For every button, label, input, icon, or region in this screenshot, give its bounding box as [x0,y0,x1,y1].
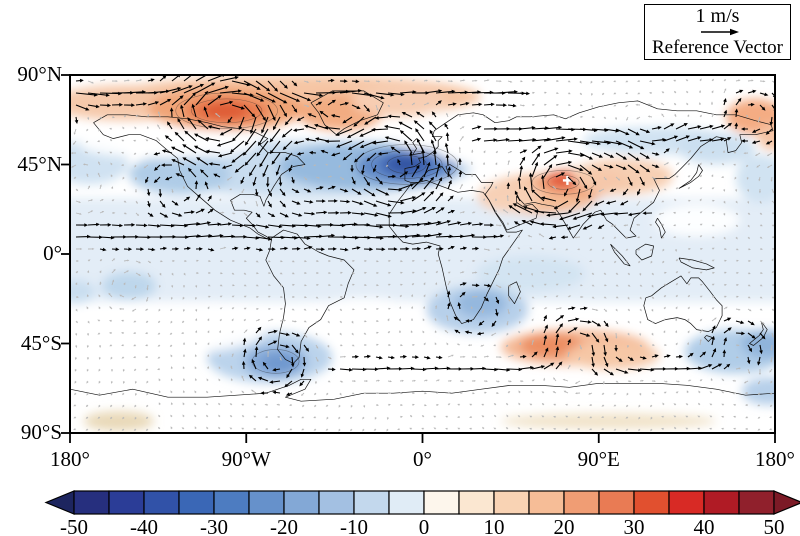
colorbar-segment [598,490,635,515]
colorbar-tick-label: -30 [200,515,228,536]
lat-tick-label: 90°S [20,420,62,444]
colorbar-segment [563,490,600,515]
map-shading-layer [70,75,775,432]
lon-tick-label: 180° [755,447,795,471]
colorbar-tick-label: -10 [340,515,368,536]
colorbar-segment [493,490,530,515]
colorbar-segment [283,490,320,515]
colorbar-left-cap [44,490,75,515]
colorbar-tick-label: -50 [60,515,88,536]
colorbar-segment [633,490,670,515]
colorbar-segment [178,490,215,515]
plus-marker [562,175,572,185]
colorbar-segment [143,490,180,515]
reference-vector-caption: Reference Vector [652,37,783,58]
colorbar-tick-label: -40 [130,515,158,536]
colorbar-tick-label: 40 [694,515,715,536]
colorbar-segment [528,490,565,515]
colorbar-segment [318,490,355,515]
lat-tick-label: 45°N [17,151,62,176]
colorbar-tick-label: 20 [554,515,575,536]
colorbar-tick-label: 10 [484,515,505,536]
colorbar-segment [388,490,425,515]
lon-tick-label: 0° [413,447,432,471]
colorbar-segment [668,490,705,515]
colorbar-tick-label: 0 [419,515,430,536]
lon-tick-label: 90°W [221,447,271,471]
lat-tick-label: 45°S [20,330,62,355]
lat-tick-label: 90°N [17,62,62,86]
colorbar-segment [738,490,775,515]
lon-tick-label: 90°E [577,447,620,471]
colorbar-segment [108,490,145,515]
colorbar-tick-label: 50 [764,515,785,536]
map-canvas [61,74,776,443]
colorbar-segment [423,490,460,515]
colorbar-segment [213,490,250,515]
colorbar-segment [73,490,110,515]
colorbar-segment [703,490,740,515]
colorbar-segment [248,490,285,515]
colorbar-canvas: -50 -40 -30 -20 -10 0 10 20 30 40 50 [44,490,800,536]
colorbar-right-cap [773,490,800,515]
lat-tick-label: 0° [43,241,62,265]
colorbar: -50 -40 -30 -20 -10 0 10 20 30 40 50 [0,486,800,536]
colorbar-segment [353,490,390,515]
colorbar-segment [458,490,495,515]
colorbar-tick-label: 30 [624,515,645,536]
lon-tick-label: 180° [50,447,90,471]
reference-speed-label: 1 m/s [695,5,740,27]
quiver-layer [70,75,775,432]
reference-vector-box: 1 m/s Reference Vector [644,4,791,60]
map-frame [61,74,776,443]
colorbar-tick-label: -20 [270,515,298,536]
reference-vector-arrow-icon [700,28,739,36]
